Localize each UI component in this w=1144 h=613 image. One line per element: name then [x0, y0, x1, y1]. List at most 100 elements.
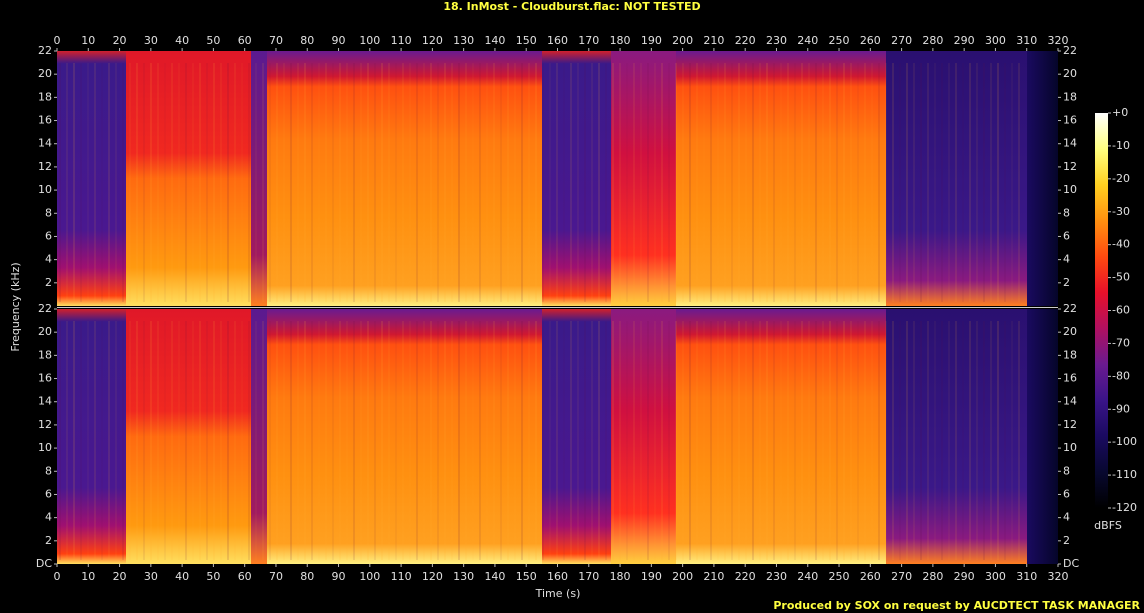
x-tick-label: 280	[922, 34, 943, 47]
y-tick-label: 6	[45, 487, 52, 500]
y2-tick-label: 20	[1063, 325, 1077, 338]
x-tick-label: 170	[578, 570, 599, 583]
x-tick-label: 100	[359, 570, 380, 583]
y-tick-label: 2	[45, 534, 52, 547]
x-tick-label: 260	[860, 34, 881, 47]
x-tick-label: 140	[484, 570, 505, 583]
x-axis-label: Time (s)	[535, 587, 581, 600]
spectrogram-region	[676, 51, 886, 306]
x-tick-label: 300	[985, 34, 1006, 47]
y-tick-label: 14	[38, 137, 52, 150]
colorbar-tick-label: -20	[1112, 172, 1130, 185]
colorbar-label: dBFS	[1094, 519, 1122, 532]
x-tick-label: 110	[391, 570, 412, 583]
colorbar-tick-label: -40	[1112, 238, 1130, 251]
x-tick-label: 0	[54, 570, 61, 583]
y2-tick-label: 8	[1063, 464, 1070, 477]
x-tick-label: 60	[238, 570, 252, 583]
x-tick-label: 210	[703, 34, 724, 47]
colorbar-tick-label: -110	[1112, 468, 1137, 481]
chart-title: 18. InMost - Cloudburst.flac: NOT TESTED	[443, 0, 700, 13]
spectrogram-region	[126, 51, 251, 306]
x-tick-label: 240	[797, 570, 818, 583]
y-tick-label: 18	[38, 90, 52, 103]
y-tick-label: 8	[45, 206, 52, 219]
colorbar-tick-label: -50	[1112, 271, 1130, 284]
y2-tick-label: 20	[1063, 67, 1077, 80]
colorbar-tick-label: -70	[1112, 336, 1130, 349]
x-tick-label: 200	[672, 34, 693, 47]
x-tick-label: 180	[610, 570, 631, 583]
y-tick-label: 4	[45, 253, 52, 266]
spectrogram-region	[676, 309, 886, 564]
x-tick-label: 300	[985, 570, 1006, 583]
y-axis-label: Frequency (kHz)	[9, 262, 22, 351]
y2-tick-label: 10	[1063, 441, 1077, 454]
y-tick-label: 2	[45, 276, 52, 289]
y2-tick-label: 4	[1063, 253, 1070, 266]
spectrogram-region	[886, 309, 1027, 564]
y-tick-label: 16	[38, 114, 52, 127]
x-tick-label: 80	[300, 34, 314, 47]
y-tick-label: 6	[45, 229, 52, 242]
x-tick-label: 120	[422, 34, 443, 47]
y2-tick-label: 2	[1063, 276, 1070, 289]
x-tick-label: 10	[81, 570, 95, 583]
spectrogram-region	[611, 51, 676, 306]
colorbar-tick-label: -80	[1112, 369, 1130, 382]
x-tick-label: 50	[206, 570, 220, 583]
y2-tick-label: 10	[1063, 183, 1077, 196]
x-tick-label: 20	[113, 570, 127, 583]
y2-tick-label: 6	[1063, 487, 1070, 500]
spectrogram-region	[251, 309, 267, 564]
x-tick-label: 0	[54, 34, 61, 47]
colorbar-tick-label: -60	[1112, 304, 1130, 317]
spectrogram-region	[126, 309, 251, 564]
y-tick-label: 18	[38, 348, 52, 361]
x-tick-label: 160	[547, 34, 568, 47]
spectrogram-region	[886, 51, 1027, 306]
y2-tick-label: 2	[1063, 534, 1070, 547]
y-tick-label: 10	[38, 441, 52, 454]
x-tick-label: 30	[144, 570, 158, 583]
x-tick-label: 60	[238, 34, 252, 47]
y-tick-label: 10	[38, 183, 52, 196]
y-tick-label: 20	[38, 67, 52, 80]
y-tick-label: 22	[38, 44, 52, 57]
y2-tick-label: 16	[1063, 372, 1077, 385]
x-tick-label: 70	[269, 570, 283, 583]
y-tick-label: 12	[38, 160, 52, 173]
y-tick-label: 14	[38, 395, 52, 408]
x-tick-label: 290	[954, 570, 975, 583]
spectrogram-region	[1027, 51, 1058, 306]
spectrogram-region	[57, 51, 126, 306]
y2-tick-label: 22	[1063, 44, 1077, 57]
y2-tick-label: 6	[1063, 229, 1070, 242]
y2-tick-label: 16	[1063, 114, 1077, 127]
y2-tick-label: 14	[1063, 137, 1077, 150]
x-tick-label: 90	[332, 34, 346, 47]
x-tick-label: 30	[144, 34, 158, 47]
x-tick-label: 290	[954, 34, 975, 47]
y-tick-label: 20	[38, 325, 52, 338]
spectrogram-region	[57, 309, 126, 564]
y-tick-label: 16	[38, 372, 52, 385]
x-tick-label: 200	[672, 570, 693, 583]
x-tick-label: 190	[641, 34, 662, 47]
x-tick-label: 80	[300, 570, 314, 583]
y-tick-label: 22	[38, 302, 52, 315]
x-tick-label: 50	[206, 34, 220, 47]
y2-tick-label: 12	[1063, 160, 1077, 173]
y2-tick-label: 8	[1063, 206, 1070, 219]
x-tick-label: 250	[829, 34, 850, 47]
x-tick-label: 170	[578, 34, 599, 47]
x-tick-label: 230	[766, 570, 787, 583]
spectrogram-region	[267, 51, 542, 306]
x-tick-label: 260	[860, 570, 881, 583]
x-tick-label: 20	[113, 34, 127, 47]
y2-tick-label: 18	[1063, 348, 1077, 361]
x-tick-label: 280	[922, 570, 943, 583]
x-tick-label: 320	[1048, 570, 1069, 583]
colorbar-tick-label: -100	[1112, 435, 1137, 448]
